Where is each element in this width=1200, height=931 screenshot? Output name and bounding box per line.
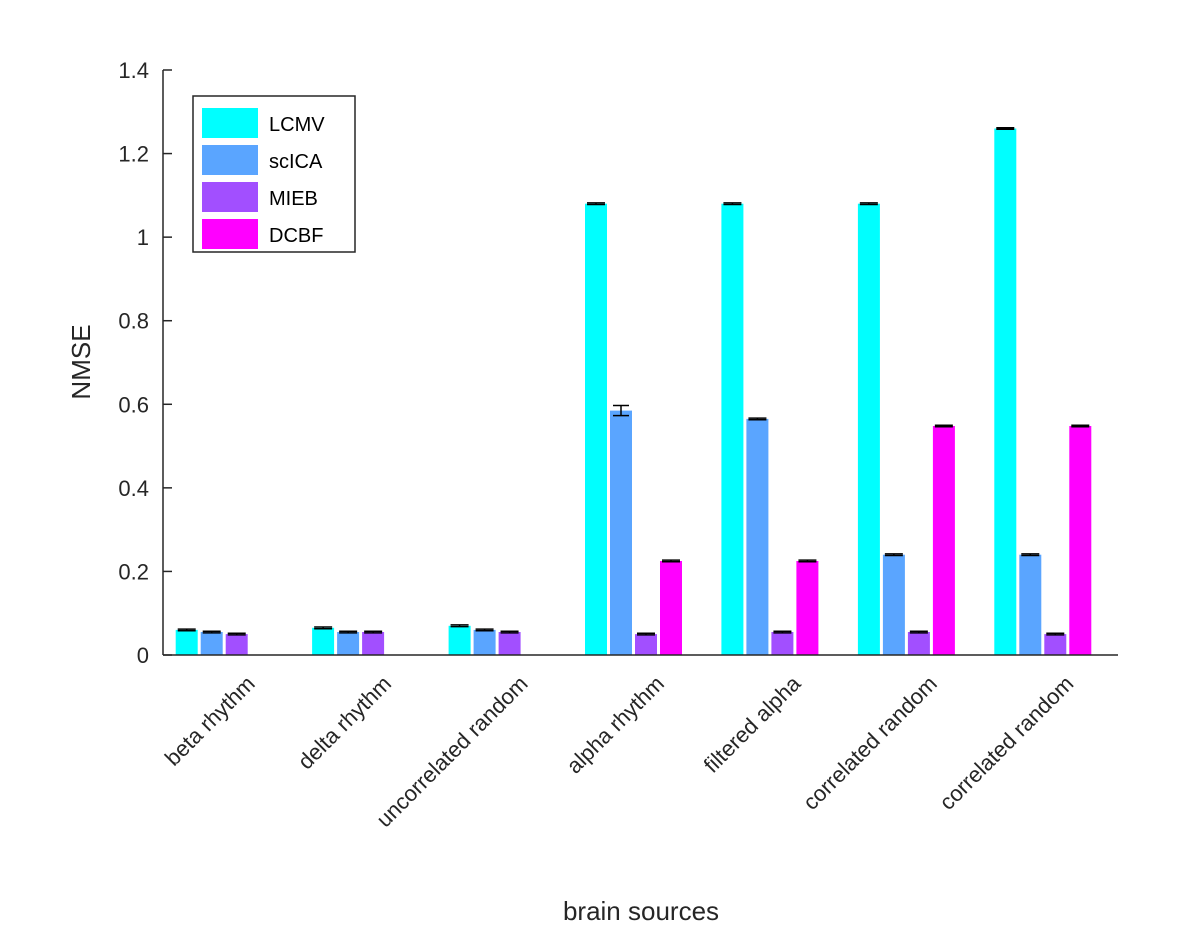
bar-mieb-6 <box>1044 634 1067 655</box>
bar-mieb-0 <box>225 634 248 655</box>
x-tick-label: filtered alpha <box>699 670 806 777</box>
bar-lcmv-4 <box>721 203 744 655</box>
legend-swatch-scica <box>202 145 258 175</box>
y-tick-label: 0.2 <box>118 559 149 584</box>
axes-layer <box>162 70 1118 656</box>
y-ticks-layer: 0 0.2 0.4 0.6 0.8 1 1.2 1.4 <box>118 58 172 668</box>
bar-dcbf-3 <box>660 561 682 655</box>
x-axis-title: brain sources <box>563 896 719 926</box>
legend-swatch-mieb <box>202 182 258 212</box>
bar-scica-0 <box>200 632 223 655</box>
legend-label-dcbf: DCBF <box>269 225 323 247</box>
bar-dcbf-5 <box>932 426 955 655</box>
bar-scica-3 <box>610 410 632 655</box>
errorbars-layer <box>177 126 1090 636</box>
x-tick-label: correlated random <box>798 671 942 815</box>
bar-mieb-1 <box>362 632 385 655</box>
y-tick-label: 0.6 <box>118 392 149 417</box>
bar-mieb-5 <box>907 632 930 655</box>
y-tick-label: 1.4 <box>118 58 149 83</box>
bar-scica-6 <box>1019 554 1042 655</box>
bar-dcbf-6 <box>1069 426 1092 655</box>
x-tick-label: alpha rhythm <box>561 671 669 779</box>
legend: LCMV scICA MIEB DCBF <box>192 95 356 253</box>
bar-lcmv-2 <box>448 625 471 656</box>
legend-label-mieb: MIEB <box>269 188 318 210</box>
x-tick-label: beta rhythm <box>160 671 260 771</box>
legend-label-lcmv: LCMV <box>269 114 325 136</box>
bar-mieb-4 <box>771 632 794 655</box>
legend-label-scica: scICA <box>269 151 323 173</box>
bar-scica-2 <box>473 629 496 655</box>
bar-lcmv-5 <box>857 203 880 655</box>
y-tick-label: 0.4 <box>118 476 149 501</box>
bar-mieb-2 <box>498 632 521 655</box>
y-axis-title: NMSE <box>66 324 96 399</box>
bar-scica-5 <box>882 554 905 655</box>
y-tick-label: 0 <box>137 643 149 668</box>
bar-mieb-3 <box>635 634 657 655</box>
x-tick-label: delta rhythm <box>293 671 396 774</box>
legend-swatch-lcmv <box>202 108 258 138</box>
y-tick-label: 1 <box>137 225 149 250</box>
bar-scica-1 <box>337 632 360 655</box>
bar-lcmv-1 <box>312 627 335 655</box>
x-tick-label: uncorrelated random <box>371 671 532 832</box>
bar-lcmv-0 <box>175 629 198 655</box>
x-tick-label: correlated random <box>934 671 1078 815</box>
bar-dcbf-4 <box>796 561 819 655</box>
legend-swatch-dcbf <box>202 219 258 249</box>
y-tick-label: 1.2 <box>118 142 149 167</box>
bar-scica-4 <box>746 418 769 655</box>
y-tick-label: 0.8 <box>118 309 149 334</box>
bar-lcmv-3 <box>585 203 607 655</box>
bars-layer <box>175 128 1092 656</box>
bar-lcmv-6 <box>994 128 1017 655</box>
